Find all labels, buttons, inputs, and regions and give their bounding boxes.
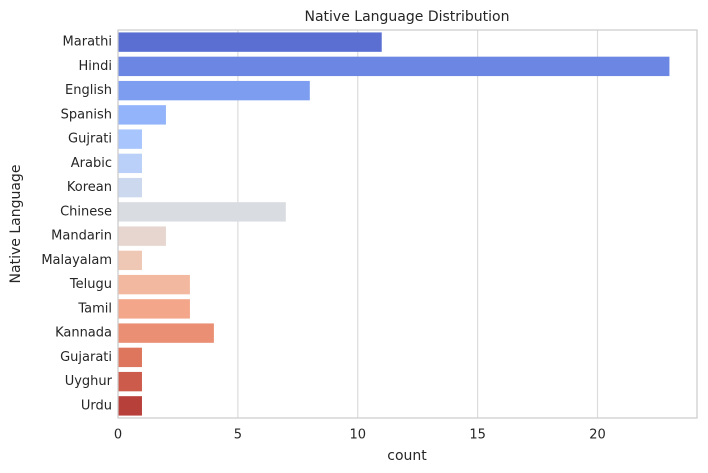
plot-frame <box>117 29 698 419</box>
bar <box>118 396 142 416</box>
bar <box>118 299 190 319</box>
y-tick-label: Marathi <box>63 35 112 50</box>
bar <box>118 250 142 271</box>
y-tick-label: Telugu <box>69 277 112 292</box>
y-tick-label: Uyghur <box>65 374 113 389</box>
x-tick-label: 5 <box>234 428 242 443</box>
bar <box>118 56 670 77</box>
x-axis-label: count <box>387 448 427 464</box>
y-tick-label: Urdu <box>81 398 112 413</box>
x-tick-label: 15 <box>469 428 486 443</box>
bar <box>118 80 310 101</box>
y-tick-label: English <box>65 83 112 98</box>
x-tick-label: 10 <box>349 428 366 443</box>
y-tick-label: Gujarati <box>60 350 112 365</box>
bar <box>118 105 166 125</box>
chart-title: Native Language Distribution <box>305 9 510 25</box>
bar <box>118 274 190 295</box>
bar <box>118 177 142 198</box>
y-tick-label: Malayalam <box>41 253 112 268</box>
y-tick-label: Mandarin <box>51 229 112 244</box>
y-tick-label: Chinese <box>60 204 112 219</box>
y-tick-label: Spanish <box>61 107 112 122</box>
bar <box>118 323 214 343</box>
bar <box>118 371 142 392</box>
x-tick-label: 20 <box>589 428 606 443</box>
y-tick-label: Tamil <box>77 301 112 316</box>
bar <box>118 153 142 174</box>
bar <box>118 347 142 368</box>
bar <box>118 32 382 52</box>
y-tick-label: Hindi <box>79 59 113 74</box>
y-tick-label: Arabic <box>71 156 112 171</box>
y-axis-label: Native Language <box>8 165 24 284</box>
bar <box>118 202 286 222</box>
x-tick-label: 0 <box>114 428 122 443</box>
bar <box>118 129 142 149</box>
bar <box>118 226 166 246</box>
y-tick-label: Kannada <box>55 326 112 341</box>
y-tick-label: Gujrati <box>68 132 112 147</box>
y-tick-label: Korean <box>67 180 112 195</box>
